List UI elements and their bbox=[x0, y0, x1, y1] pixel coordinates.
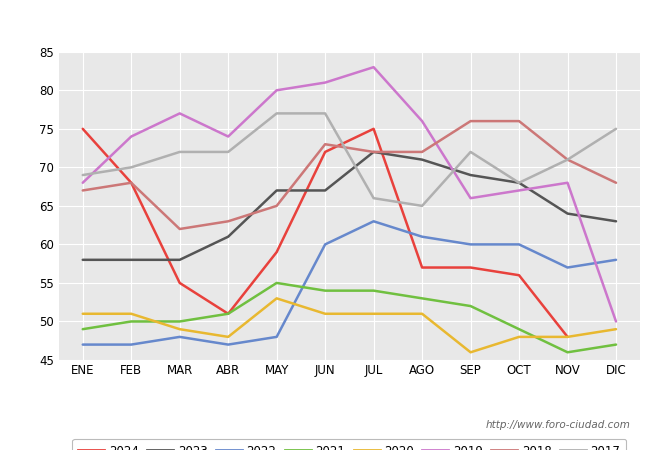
Legend: 2024, 2023, 2022, 2021, 2020, 2019, 2018, 2017: 2024, 2023, 2022, 2021, 2020, 2019, 2018… bbox=[72, 439, 627, 450]
Text: Afiliados en Truchas a 30/11/2024: Afiliados en Truchas a 30/11/2024 bbox=[172, 14, 478, 33]
Text: http://www.foro-ciudad.com: http://www.foro-ciudad.com bbox=[486, 420, 630, 430]
